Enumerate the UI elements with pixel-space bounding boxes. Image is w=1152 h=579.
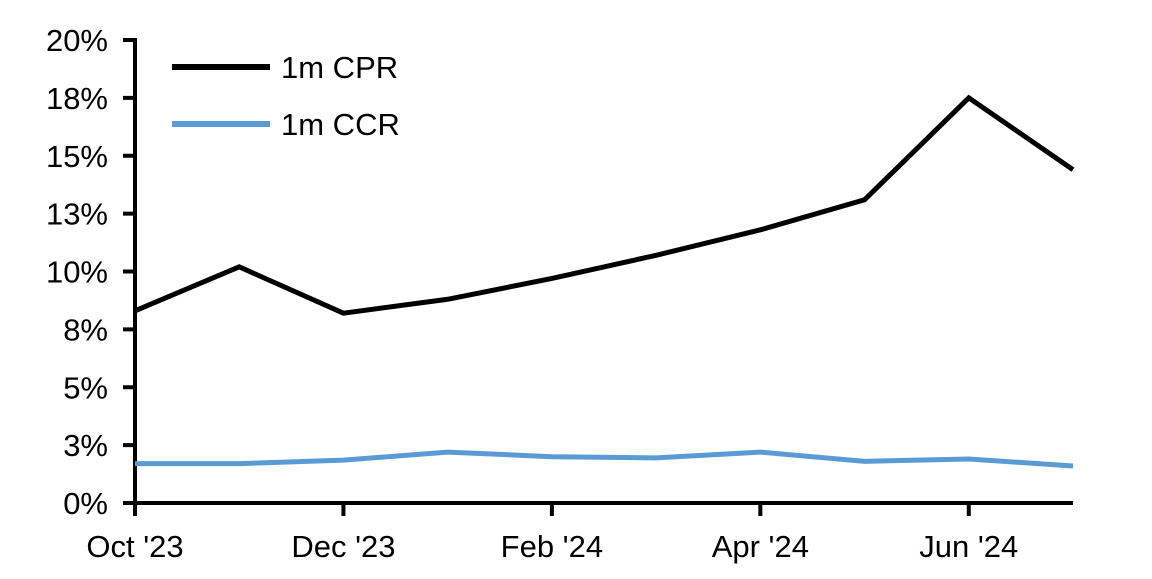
x-tick-label: Jun '24 bbox=[919, 529, 1018, 564]
x-tick-label: Oct '23 bbox=[86, 529, 183, 564]
legend-label-1m-ccr: 1m CCR bbox=[281, 107, 400, 142]
series-line-1m-cpr bbox=[134, 94, 1075, 316]
y-tick-label: 10% bbox=[46, 255, 108, 290]
y-tick-label: 5% bbox=[63, 370, 108, 405]
legend-label-1m-cpr: 1m CPR bbox=[281, 50, 398, 85]
y-tick-label: 8% bbox=[63, 312, 108, 347]
y-tick-label: 13% bbox=[46, 197, 108, 232]
y-tick-label: 0% bbox=[63, 486, 108, 521]
x-tick-label: Feb '24 bbox=[501, 529, 603, 564]
y-tick-label: 18% bbox=[46, 81, 108, 116]
x-tick-label: Apr '24 bbox=[712, 529, 809, 564]
y-tick-label: 20% bbox=[46, 23, 108, 58]
y-tick-label: 3% bbox=[63, 428, 108, 463]
y-tick-label: 15% bbox=[46, 139, 108, 174]
series-line-1m-ccr bbox=[135, 449, 1074, 469]
x-tick-label: Dec '23 bbox=[291, 529, 395, 564]
